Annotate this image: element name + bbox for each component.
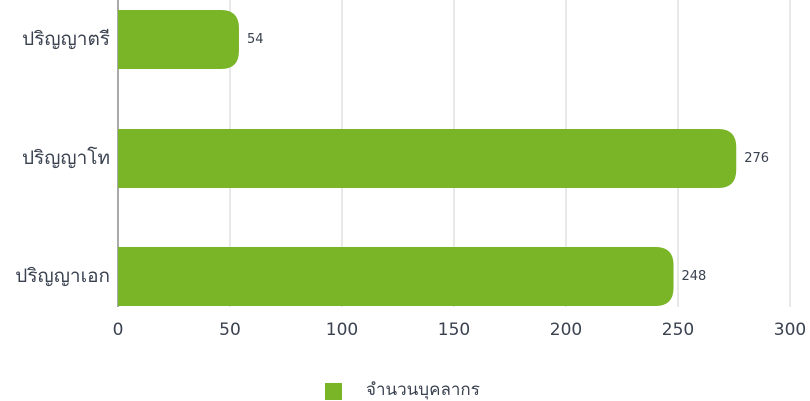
bar xyxy=(118,247,674,306)
bar xyxy=(118,129,737,188)
bar xyxy=(118,10,239,69)
y-tick-label: ปริญญาโท xyxy=(22,146,110,169)
legend-swatch xyxy=(325,383,342,400)
x-tick-label: 250 xyxy=(662,320,694,340)
x-tick-label: 200 xyxy=(550,320,582,340)
x-tick-label: 150 xyxy=(438,320,470,340)
x-tick-label: 300 xyxy=(774,320,806,340)
x-tick-label: 50 xyxy=(219,320,241,340)
legend-label: จำนวนบุคลากร xyxy=(366,380,480,400)
data-label: 248 xyxy=(682,269,707,284)
y-tick-label: ปริญญาเอก xyxy=(15,265,110,287)
data-label: 54 xyxy=(247,32,264,47)
data-label: 276 xyxy=(744,151,769,166)
x-tick-label: 100 xyxy=(326,320,358,340)
x-tick-label: 0 xyxy=(113,320,124,340)
y-tick-label: ปริญญาตรี xyxy=(22,28,110,50)
